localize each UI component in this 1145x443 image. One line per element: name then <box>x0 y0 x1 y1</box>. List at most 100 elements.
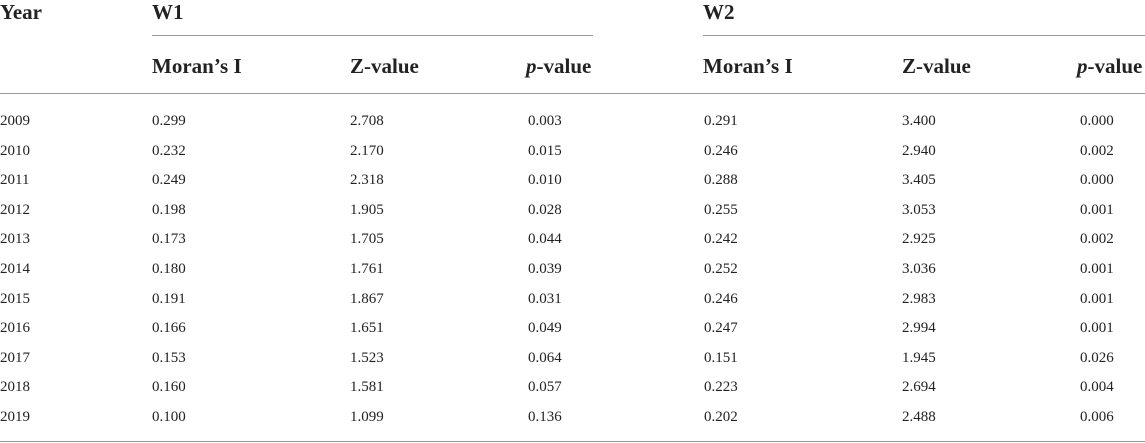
cell-w2-p-value: 0.001 <box>1080 320 1114 337</box>
cell-w1-z-value: 1.099 <box>350 409 384 425</box>
cell-year: 2017 <box>0 349 30 366</box>
col-header-w1-p-value: p-value <box>526 54 591 78</box>
cell-w2-morans-i: 0.291 <box>704 113 738 129</box>
cell-w2-p-value: 0.001 <box>1080 201 1114 218</box>
cell-w1-morans-i: 0.173 <box>152 231 186 248</box>
cell-year: 2013 <box>0 231 30 248</box>
cell-year: 2009 <box>0 113 30 129</box>
group-rule-w2 <box>703 35 1145 36</box>
p-value-suffix: -value <box>536 54 592 78</box>
cell-w2-z-value: 3.400 <box>902 113 936 129</box>
cell-w1-p-value: 0.136 <box>528 409 562 425</box>
cell-year: 2019 <box>0 409 30 425</box>
cell-w2-morans-i: 0.151 <box>704 349 738 366</box>
cell-w1-morans-i: 0.299 <box>152 113 186 129</box>
col-header-w1-z-value: Z-value <box>350 54 419 78</box>
cell-w1-p-value: 0.057 <box>528 379 562 396</box>
cell-w2-morans-i: 0.242 <box>704 231 738 248</box>
cell-w2-z-value: 2.694 <box>902 379 936 396</box>
cell-w2-z-value: 2.488 <box>902 409 936 425</box>
cell-w1-morans-i: 0.191 <box>152 290 186 307</box>
p-italic: p <box>526 54 537 78</box>
cell-w2-morans-i: 0.247 <box>704 320 738 337</box>
cell-w1-z-value: 1.761 <box>350 261 384 277</box>
cell-w2-z-value: 2.925 <box>902 231 936 248</box>
cell-w1-morans-i: 0.153 <box>152 349 186 366</box>
cell-w2-p-value: 0.001 <box>1080 290 1114 307</box>
cell-w2-z-value: 3.053 <box>902 201 936 218</box>
cell-w2-z-value: 2.983 <box>902 290 936 307</box>
cell-w2-p-value: 0.002 <box>1080 231 1114 248</box>
cell-w2-z-value: 2.940 <box>902 142 936 159</box>
cell-w2-p-value: 0.000 <box>1080 172 1114 189</box>
cell-w1-z-value: 2.318 <box>350 172 384 189</box>
table-row: 2013 0.173 1.705 0.044 0.242 2.925 0.002 <box>0 230 1145 260</box>
cell-w1-z-value: 2.170 <box>350 142 384 159</box>
table-bottom-rule <box>0 441 1145 442</box>
cell-w2-morans-i: 0.246 <box>704 290 738 307</box>
cell-w1-p-value: 0.039 <box>528 261 562 277</box>
cell-w1-p-value: 0.049 <box>528 320 562 337</box>
table-row: 2014 0.180 1.761 0.039 0.252 3.036 0.001 <box>0 260 1145 290</box>
cell-w1-z-value: 1.651 <box>350 320 384 337</box>
cell-w1-z-value: 1.867 <box>350 290 384 307</box>
col-header-w2-morans-i: Moran’s I <box>703 54 793 78</box>
cell-w2-z-value: 1.945 <box>902 349 936 366</box>
cell-w1-p-value: 0.028 <box>528 201 562 218</box>
cell-w1-p-value: 0.064 <box>528 349 562 366</box>
table-row: 2017 0.153 1.523 0.064 0.151 1.945 0.026 <box>0 349 1145 379</box>
cell-w2-morans-i: 0.252 <box>704 261 738 277</box>
cell-w2-morans-i: 0.223 <box>704 379 738 396</box>
table-row: 2019 0.100 1.099 0.136 0.202 2.488 0.006 <box>0 408 1145 438</box>
table-row: 2011 0.249 2.318 0.010 0.288 3.405 0.000 <box>0 171 1145 201</box>
cell-year: 2018 <box>0 379 30 396</box>
cell-year: 2015 <box>0 290 30 307</box>
p-value-suffix: -value <box>1087 54 1143 78</box>
cell-w1-z-value: 1.523 <box>350 349 384 366</box>
cell-w1-p-value: 0.031 <box>528 290 562 307</box>
year-header: Year <box>0 0 42 24</box>
table-row: 2016 0.166 1.651 0.049 0.247 2.994 0.001 <box>0 319 1145 349</box>
table-row: 2015 0.191 1.867 0.031 0.246 2.983 0.001 <box>0 290 1145 320</box>
group-header-w1: W1 <box>152 0 184 24</box>
cell-w2-morans-i: 0.246 <box>704 142 738 159</box>
cell-w2-p-value: 0.026 <box>1080 349 1114 366</box>
col-header-w2-z-value: Z-value <box>902 54 971 78</box>
col-header-w2-p-value: p-value <box>1077 54 1142 78</box>
group-header-w2: W2 <box>703 0 735 24</box>
cell-w1-morans-i: 0.180 <box>152 261 186 277</box>
group-rule-w1 <box>152 35 593 36</box>
cell-year: 2010 <box>0 142 30 159</box>
table-row: 2018 0.160 1.581 0.057 0.223 2.694 0.004 <box>0 378 1145 408</box>
cell-w1-morans-i: 0.166 <box>152 320 186 337</box>
cell-year: 2011 <box>0 172 30 189</box>
cell-w2-p-value: 0.002 <box>1080 142 1114 159</box>
cell-w1-z-value: 2.708 <box>350 113 384 129</box>
cell-w2-p-value: 0.000 <box>1080 113 1114 129</box>
cell-w2-p-value: 0.001 <box>1080 261 1114 277</box>
table-row: 2012 0.198 1.905 0.028 0.255 3.053 0.001 <box>0 201 1145 231</box>
cell-w1-morans-i: 0.160 <box>152 379 186 396</box>
table-row: 2009 0.299 2.708 0.003 0.291 3.400 0.000 <box>0 112 1145 142</box>
header-divider <box>0 93 1145 94</box>
cell-w2-morans-i: 0.202 <box>704 409 738 425</box>
cell-w1-morans-i: 0.100 <box>152 409 186 425</box>
cell-w1-z-value: 1.581 <box>350 379 384 396</box>
cell-year: 2016 <box>0 320 30 337</box>
cell-w1-p-value: 0.044 <box>528 231 562 248</box>
cell-year: 2014 <box>0 261 30 277</box>
cell-w2-z-value: 3.036 <box>902 261 936 277</box>
cell-year: 2012 <box>0 201 30 218</box>
cell-w2-morans-i: 0.255 <box>704 201 738 218</box>
cell-w2-z-value: 2.994 <box>902 320 936 337</box>
cell-w2-p-value: 0.006 <box>1080 409 1114 425</box>
cell-w1-morans-i: 0.198 <box>152 201 186 218</box>
cell-w1-z-value: 1.905 <box>350 201 384 218</box>
cell-w1-morans-i: 0.249 <box>152 172 186 189</box>
cell-w1-p-value: 0.010 <box>528 172 562 189</box>
p-italic: p <box>1077 54 1088 78</box>
cell-w1-p-value: 0.015 <box>528 142 562 159</box>
cell-w2-p-value: 0.004 <box>1080 379 1114 396</box>
cell-w1-z-value: 1.705 <box>350 231 384 248</box>
